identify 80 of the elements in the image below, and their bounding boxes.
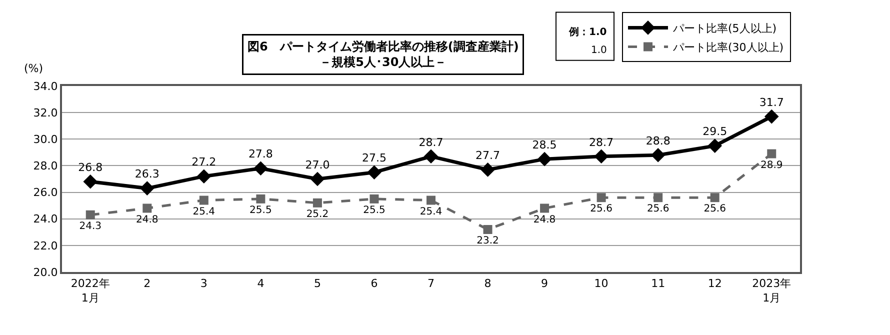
data-label: 27.2 [192,156,216,169]
x-tick-label: 6 [370,277,378,290]
x-tick-label: 2 [144,277,151,290]
point [142,204,152,213]
point [650,148,666,162]
chart-subtitle: －規模5人･30人以上－ [320,55,447,70]
data-label: 23.2 [476,236,499,247]
data-label: 28.7 [589,136,614,149]
data-label: 25.5 [363,205,386,216]
x-tick-label: 8 [484,277,492,290]
y-tick-label: 34.0 [33,80,58,93]
point [86,210,95,220]
x-tick-label: 5 [314,277,321,290]
point [537,152,552,166]
data-label: 27.8 [248,148,273,161]
point [594,149,608,164]
x-tick-label: 2023年 1月 [752,277,792,304]
data-label: 25.6 [646,204,670,215]
point [708,138,722,153]
data-label: 31.7 [759,96,784,109]
y-tick-label: 30.0 [33,132,58,146]
point [312,198,322,208]
data-label: 28.8 [646,134,670,148]
x-tick-label: 11 [651,277,666,290]
point [480,162,495,177]
text: 1.0 [591,45,607,56]
data-label: 24.8 [136,214,158,226]
x-tick-label: 3 [200,277,208,290]
data-label: 29.5 [702,125,728,138]
x-tick-label: 7 [428,277,434,290]
point [424,149,438,164]
y-tick-label: 26.0 [33,186,58,200]
point [254,161,268,176]
data-label: 25.5 [250,205,272,216]
point [367,165,382,180]
x-tick-label: 2022年 1月 [70,277,110,304]
point [596,193,606,202]
point [710,193,720,202]
point [483,224,492,234]
x-tick-label: 10 [594,277,608,290]
data-label: 27.7 [476,149,500,162]
data-label: 25.4 [420,206,442,218]
data-label: 25.4 [192,206,216,218]
point [764,109,779,124]
x-tick-label: 4 [257,277,264,290]
point [370,194,379,204]
point [199,196,208,205]
data-label: 26.3 [134,168,160,181]
point [540,204,550,213]
data-label: 24.8 [533,214,556,226]
y-axis-title: (%) [24,62,44,75]
point [196,169,212,184]
point [83,174,98,189]
y-tick-label: 32.0 [33,106,58,120]
legend-label: パート比率(30人以上) [672,40,784,54]
point [140,181,154,196]
point [654,193,663,202]
text: 例：1.0 [568,26,607,38]
data-label: 25.6 [704,204,726,215]
point [767,149,776,158]
data-label: 26.8 [78,161,103,174]
x-tick-label: 9 [541,277,548,290]
point [426,196,436,205]
legend-label: パート比率(5人以上) [672,22,777,35]
data-label: 27.5 [362,152,386,165]
y-tick-label: 20.0 [33,266,58,279]
data-label: 27.0 [305,158,330,172]
data-label: 25.6 [590,204,612,215]
chart-title: 図6 パートタイム労働者比率の推移(調査産業計) [248,40,519,54]
data-label: 25.2 [306,209,329,220]
data-label: 24.3 [79,220,102,232]
point [310,172,325,186]
y-tick-label: 24.0 [33,212,58,226]
x-tick-label: 12 [708,277,722,290]
point [256,194,266,204]
y-tick-label: 22.0 [33,239,58,252]
data-label: 28.9 [760,160,783,171]
y-tick-label: 28.0 [33,160,58,173]
data-label: 28.5 [532,138,557,152]
data-label: 28.7 [418,136,444,149]
